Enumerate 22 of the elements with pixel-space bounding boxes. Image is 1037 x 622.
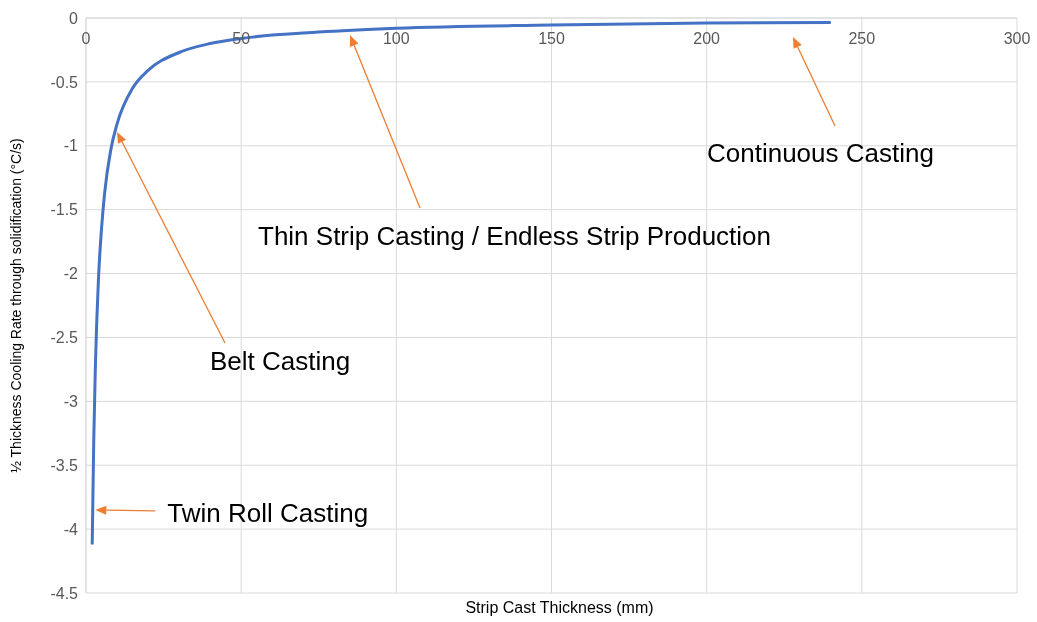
x-tick-label: 150 <box>538 30 565 47</box>
annotation: Belt Casting <box>210 346 351 376</box>
x-tick-label: 0 <box>81 30 91 47</box>
y-tick-label: -1 <box>63 137 79 155</box>
y-tick-label: -0.5 <box>50 73 79 91</box>
y-tick-label: -3.5 <box>50 456 79 474</box>
y-tick-label: -3 <box>63 393 79 411</box>
y-tick-label: -2.5 <box>50 329 79 347</box>
x-axis-title: Strip Cast Thickness (mm) <box>465 599 654 616</box>
annotation: Twin Roll Casting <box>167 497 369 528</box>
y-tick-label: -4.5 <box>50 584 79 602</box>
annotation: Thin Strip Casting / Endless Strip Production <box>258 221 772 251</box>
y-axis-title: ½ Thickness Cooling Rate through solidification (°C/s) <box>7 138 24 473</box>
y-tick-label: -4 <box>63 520 79 538</box>
annotation: Continuous Casting <box>707 138 934 168</box>
x-tick-label: 100 <box>382 30 410 47</box>
y-tick-label: -1.5 <box>50 201 79 219</box>
y-tick-label: 0 <box>69 9 79 27</box>
x-tick-label: 200 <box>693 30 721 47</box>
x-tick-label: 300 <box>1003 30 1031 47</box>
x-tick-label: 250 <box>848 30 876 47</box>
y-tick-label: -2 <box>63 265 79 283</box>
